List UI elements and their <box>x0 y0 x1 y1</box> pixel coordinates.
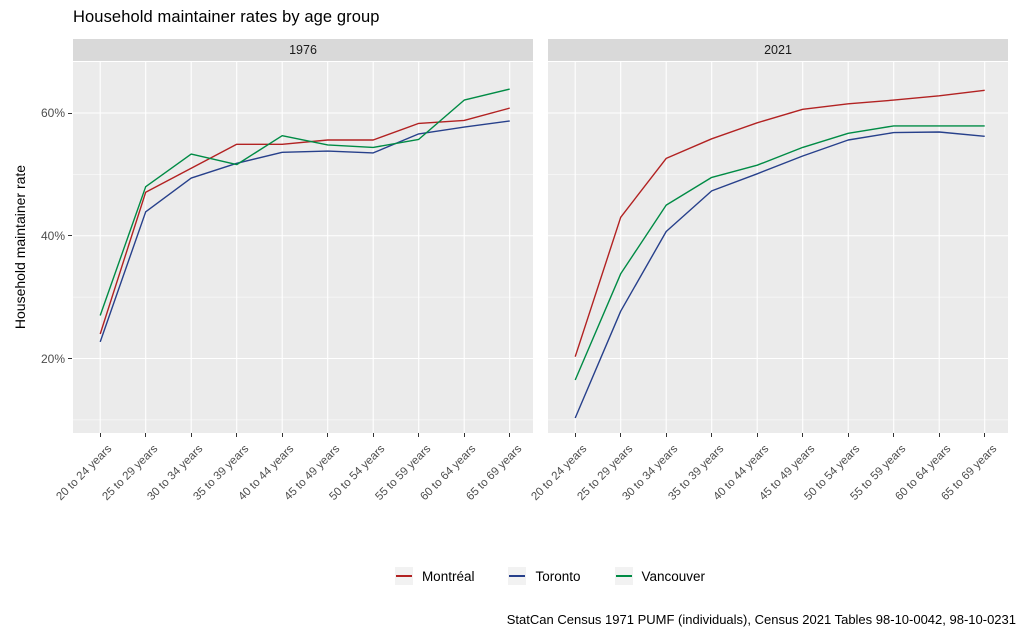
series-line-Toronto-1976 <box>99 120 510 343</box>
x-tick-mark <box>574 433 576 437</box>
series-line-Vancouver-1976 <box>99 88 510 316</box>
series-line-Vancouver-2021 <box>574 125 985 381</box>
x-tick-mark <box>236 433 238 437</box>
facet-strip-2021: 2021 <box>548 39 1008 61</box>
legend-key-montreal <box>394 567 413 585</box>
legend-line-swatch <box>615 575 632 577</box>
x-tick-mark <box>938 433 940 437</box>
series-line-Montréal-2021 <box>574 89 985 357</box>
panel-background <box>548 62 1008 433</box>
panel-1976 <box>73 62 533 433</box>
x-tick-mark <box>418 433 420 437</box>
legend-label-montreal: Montréal <box>421 568 475 584</box>
panel-2021 <box>548 62 1008 433</box>
legend-line-swatch <box>509 575 526 577</box>
chart-title: Household maintainer rates by age group <box>73 8 380 26</box>
x-tick-mark <box>463 433 465 437</box>
x-tick-mark <box>372 433 374 437</box>
x-tick-mark <box>620 433 622 437</box>
x-tick-mark <box>893 433 895 437</box>
x-tick-mark <box>190 433 192 437</box>
series-line-Montréal-1976 <box>99 107 510 335</box>
series-line-Toronto-2021 <box>574 131 985 419</box>
legend-item-toronto: Toronto <box>508 567 581 585</box>
x-tick-mark <box>327 433 329 437</box>
y-tick-mark <box>68 112 72 114</box>
x-tick-mark <box>847 433 849 437</box>
x-tick-mark <box>984 433 986 437</box>
x-tick-mark <box>802 433 804 437</box>
y-tick-mark <box>68 358 72 359</box>
y-tick-label: 20% <box>40 351 65 366</box>
legend-key-toronto <box>508 567 527 585</box>
facet-strip-1976: 1976 <box>73 39 533 61</box>
y-tick-label: 60% <box>40 106 65 120</box>
facet-strip-label: 2021 <box>764 43 792 57</box>
y-axis-title: Household maintainer rate <box>12 164 28 330</box>
y-tick-mark <box>68 235 72 237</box>
legend-line-swatch <box>395 575 412 577</box>
x-tick-mark <box>711 433 713 437</box>
panel-background <box>73 62 533 433</box>
x-tick-mark <box>509 433 511 437</box>
x-tick-mark <box>99 433 101 437</box>
legend-label-vancouver: Vancouver <box>641 568 706 584</box>
x-tick-mark <box>756 433 758 437</box>
x-tick-mark <box>145 433 147 437</box>
legend-label-toronto: Toronto <box>535 568 581 584</box>
legend-item-montreal: Montréal <box>394 567 475 585</box>
caption: StatCan Census 1971 PUMF (individuals), … <box>506 612 1016 627</box>
facet-strip-label: 1976 <box>289 43 317 57</box>
x-tick-mark <box>665 433 667 437</box>
legend-key-vancouver <box>614 567 633 585</box>
legend: Montréal Toronto Vancouver <box>76 564 1024 588</box>
x-tick-mark <box>281 433 283 437</box>
y-tick-label: 40% <box>40 228 65 243</box>
legend-item-vancouver: Vancouver <box>614 567 706 585</box>
